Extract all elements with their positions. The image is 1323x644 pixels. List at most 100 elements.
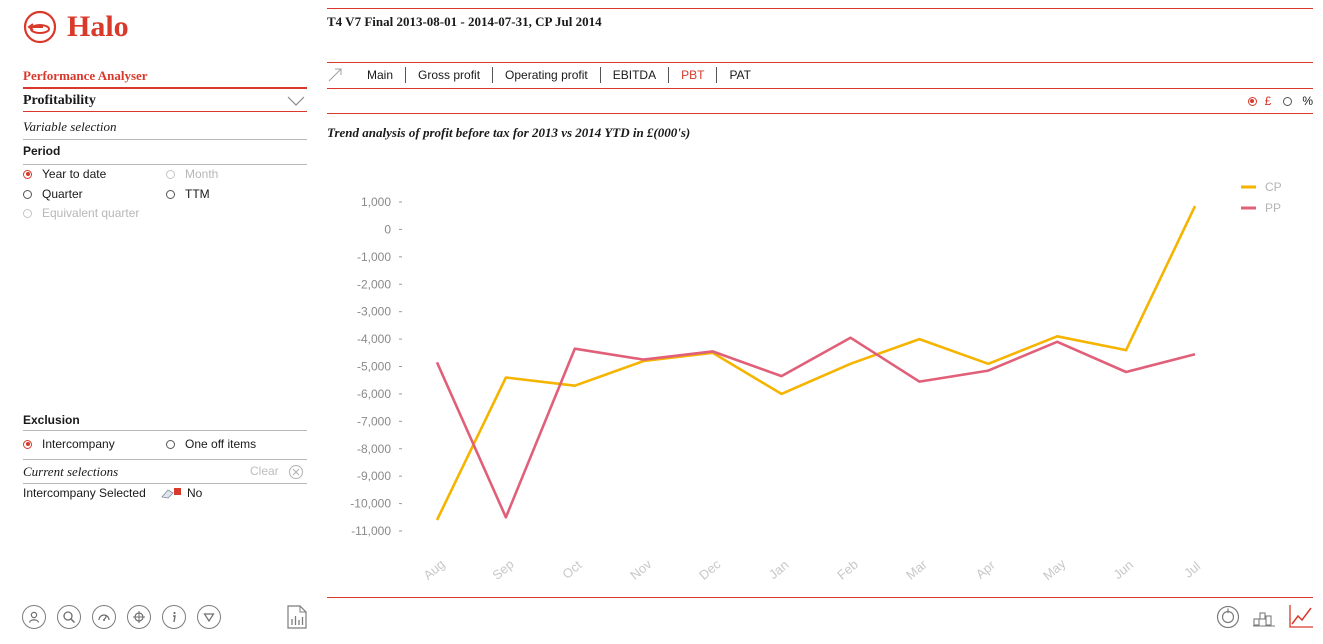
chart-title: Trend analysis of profit before tax for … xyxy=(327,125,691,140)
legend-label-pp: PP xyxy=(1265,201,1281,215)
halo-logo-icon xyxy=(23,10,57,44)
y-tick-label: -7,000 xyxy=(357,414,391,428)
tab-pbt[interactable]: PBT xyxy=(668,67,716,83)
period-label: Period xyxy=(23,144,61,158)
x-tick-label: May xyxy=(1040,556,1069,584)
x-axis: Aug Sep Oct Nov Dec Jan Feb Mar Apr May Jun Jul xyxy=(420,556,1203,584)
user-icon[interactable] xyxy=(22,605,46,629)
series-line-cp[interactable] xyxy=(435,205,1197,521)
period-option-quarter[interactable]: Quarter xyxy=(23,187,83,201)
x-tick-label: Oct xyxy=(559,557,584,582)
search-icon[interactable] xyxy=(57,605,81,629)
tab-operating-profit[interactable]: Operating profit xyxy=(492,67,600,83)
divider xyxy=(327,8,1313,9)
radio-icon[interactable] xyxy=(166,439,175,449)
info-icon[interactable] xyxy=(162,605,186,629)
divider xyxy=(23,459,307,460)
section-heading[interactable]: Profitability xyxy=(23,93,96,108)
selection-value: No xyxy=(187,486,203,500)
x-tick-label: Jan xyxy=(766,557,792,582)
divider xyxy=(327,597,1313,598)
line-chart-icon[interactable] xyxy=(1288,603,1314,629)
option-label: Quarter xyxy=(42,187,83,201)
y-tick-label: -4,000 xyxy=(357,332,391,346)
clear-icon[interactable] xyxy=(288,464,304,480)
variable-selection-label: Variable selection xyxy=(23,119,117,134)
unit-toggle: £ % xyxy=(1247,94,1313,108)
unit-percent-label[interactable]: % xyxy=(1302,94,1313,108)
selection-field: Intercompany Selected xyxy=(23,486,146,500)
sidebar-title: Performance Analyser xyxy=(23,68,148,83)
x-tick-label: Jun xyxy=(1110,557,1136,582)
y-tick-label: -9,000 xyxy=(357,469,391,483)
unit-pound-radio[interactable] xyxy=(1247,96,1257,106)
x-tick-label: Feb xyxy=(834,557,861,583)
legend-label-cp: CP xyxy=(1265,180,1282,194)
divider xyxy=(23,111,307,112)
chevron-down-icon[interactable] xyxy=(287,96,305,106)
tab-gross-profit[interactable]: Gross profit xyxy=(405,67,492,83)
report-icon[interactable] xyxy=(287,605,307,629)
tab-main[interactable]: Main xyxy=(367,68,394,82)
logo-text: Halo xyxy=(67,10,129,43)
waterfall-icon[interactable] xyxy=(1252,605,1276,629)
radio-selected-icon[interactable] xyxy=(23,169,32,179)
y-tick-label: -6,000 xyxy=(357,387,391,401)
x-tick-label: Jul xyxy=(1181,558,1203,580)
radio-icon xyxy=(23,208,32,218)
exclusion-option-one-off-items[interactable]: One off items xyxy=(166,437,256,451)
option-label: Month xyxy=(185,167,219,181)
unit-pound-label[interactable]: £ xyxy=(1264,94,1272,108)
target-icon[interactable] xyxy=(127,605,151,629)
tab-ebitda[interactable]: EBITDA xyxy=(599,67,668,83)
x-tick-label: Dec xyxy=(696,556,724,583)
period-option-year-to-date[interactable]: Year to date xyxy=(23,167,106,181)
radio-icon[interactable] xyxy=(23,189,32,199)
radio-selected-icon[interactable] xyxy=(23,439,32,449)
y-tick-label: 0 xyxy=(384,222,391,236)
option-label: Year to date xyxy=(42,167,107,181)
option-label: Intercompany xyxy=(42,437,115,451)
unit-percent-radio[interactable] xyxy=(1283,96,1293,106)
sidebar-footer-toolbar xyxy=(22,605,221,629)
option-label: TTM xyxy=(185,187,210,201)
period-option-ttm[interactable]: TTM xyxy=(166,187,210,201)
period-option-month: Month xyxy=(166,167,218,181)
x-tick-label: Nov xyxy=(627,556,655,583)
exclusion-option-intercompany[interactable]: Intercompany xyxy=(23,437,115,451)
chart-series xyxy=(435,205,1197,521)
x-tick-label: Sep xyxy=(489,556,516,582)
divider xyxy=(23,87,307,89)
y-axis: 1,000 0 -1,000 -2,000 -3,000 -4,000 -5,000 -6,0… xyxy=(350,195,402,538)
y-tick-label: -1,000 xyxy=(357,250,391,264)
clear-button[interactable]: Clear xyxy=(250,464,279,478)
x-tick-label: Aug xyxy=(420,556,447,582)
series-line-pp[interactable] xyxy=(435,336,1196,519)
chart-legend: CP PP xyxy=(1241,180,1282,215)
period-option-equivalent-quarter: Equivalent quarter xyxy=(23,206,139,220)
expand-icon[interactable] xyxy=(327,67,343,83)
radio-icon xyxy=(166,169,175,179)
divider xyxy=(23,430,307,431)
y-tick-label: -5,000 xyxy=(357,360,391,374)
radio-icon[interactable] xyxy=(166,189,175,199)
document-title: T4 V7 Final 2013-08-01 - 2014-07-31, CP … xyxy=(327,14,602,29)
y-tick-label: -10,000 xyxy=(350,497,391,511)
dashboard-icon[interactable] xyxy=(92,605,116,629)
x-tick-label: Mar xyxy=(903,556,930,582)
current-selections-label: Current selections xyxy=(23,464,119,479)
y-tick-label: -2,000 xyxy=(357,277,391,291)
tab-bar: Main Gross profit Operating profit EBITD… xyxy=(327,66,763,84)
divider xyxy=(327,113,1313,114)
filter-icon[interactable] xyxy=(197,605,221,629)
option-label: Equivalent quarter xyxy=(42,206,140,220)
y-tick-label: -3,000 xyxy=(357,305,391,319)
tab-pat[interactable]: PAT xyxy=(716,67,763,83)
x-tick-label: Apr xyxy=(973,557,999,582)
cycle-icon[interactable] xyxy=(1216,605,1240,629)
y-tick-label: -8,000 xyxy=(357,442,391,456)
eraser-icon[interactable] xyxy=(160,487,182,499)
y-tick-label: 1,000 xyxy=(361,195,391,209)
option-label: One off items xyxy=(185,437,257,451)
halo-logo: Halo xyxy=(23,10,129,44)
